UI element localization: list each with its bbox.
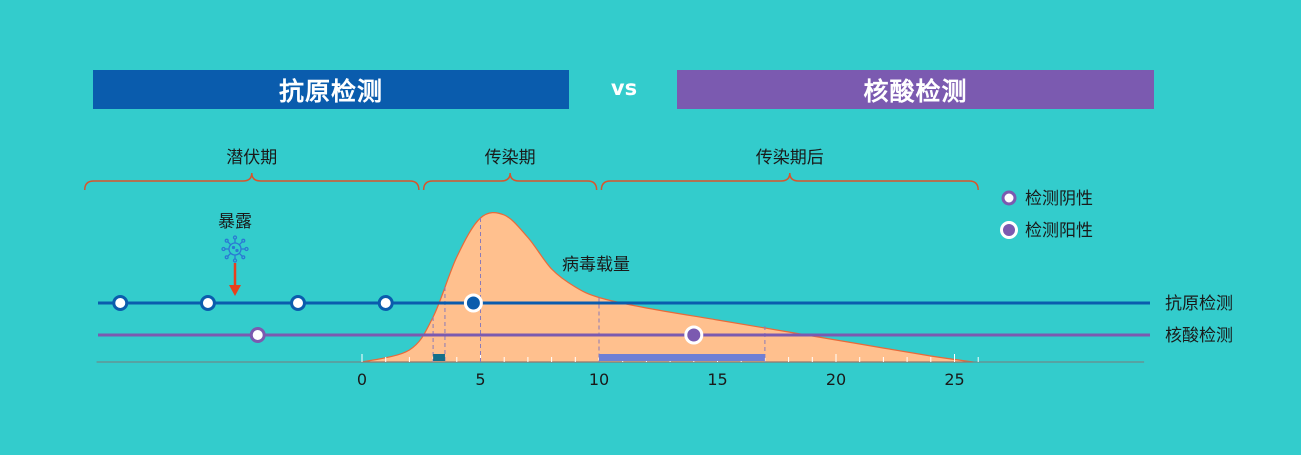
- antigen-test-positive: [463, 293, 483, 313]
- viral-load-label: 病毒载量: [562, 255, 630, 275]
- nucleic-row-label: 核酸检测: [1165, 326, 1233, 346]
- antigen-test-banner: 抗原检测: [93, 70, 569, 109]
- axis-tick-label: 25: [944, 370, 964, 389]
- antigen-test-negative: [377, 295, 394, 311]
- legend-negative-marker: [1001, 190, 1017, 206]
- legend-positive-label: 检测阳性: [1025, 221, 1093, 241]
- exposure-arrow-head: [229, 285, 241, 296]
- exposure-label: 暴露: [218, 212, 252, 232]
- axis-tick-label: 20: [826, 370, 846, 389]
- phase-label: 潜伏期: [226, 148, 277, 168]
- nucleic-acid-test-title: 核酸检测: [863, 76, 968, 106]
- vs-label: vs: [610, 76, 638, 100]
- nucleic-test-positive: [684, 325, 704, 345]
- phase-label: 传染期后: [756, 148, 824, 168]
- axis-tick-label: 10: [589, 370, 609, 389]
- phase-brace: [422, 172, 598, 191]
- axis-tick-label: 15: [707, 370, 727, 389]
- viral-load-curve-layer: [361, 212, 974, 363]
- detection-windows: [432, 218, 766, 362]
- viral-load-curve: [361, 212, 974, 363]
- phase-brace: [83, 172, 420, 191]
- legend-negative-label: 检测阴性: [1025, 189, 1093, 209]
- phase-label: 传染期: [485, 148, 536, 168]
- day-axis: 0 5 10 15 20 25: [96, 354, 1145, 389]
- antigen-detection-window: [433, 354, 445, 361]
- legend-positive-marker: [1000, 221, 1018, 239]
- exposure-marker: 暴露: [218, 212, 252, 296]
- antigen-test-negative: [290, 295, 307, 311]
- virus-icon: [221, 235, 249, 263]
- axis-tick-label: 0: [357, 370, 367, 389]
- nucleic-detection-window: [599, 354, 765, 361]
- antigen-test-negative: [112, 295, 129, 311]
- nucleic-acid-test-banner: 核酸检测: [677, 70, 1154, 109]
- antigen-row-label: 抗原检测: [1165, 294, 1233, 314]
- phase-brace: [600, 172, 979, 191]
- nucleic-test-negative: [249, 327, 266, 343]
- antigen-test-negative: [199, 295, 216, 311]
- antigen-test-title: 抗原检测: [278, 76, 383, 106]
- phase-braces: 潜伏期 传染期 传染期后: [83, 148, 979, 191]
- axis-tick-label: 5: [475, 370, 485, 389]
